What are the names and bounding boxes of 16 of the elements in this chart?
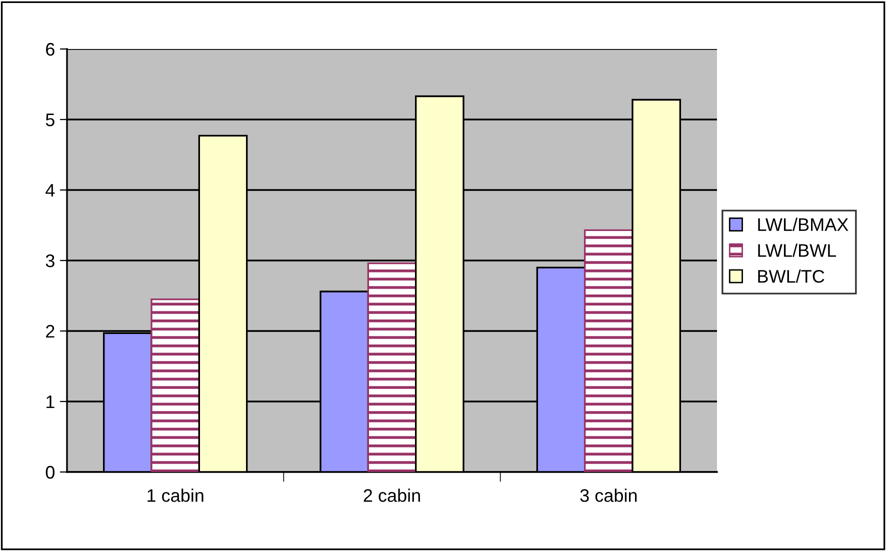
bar [367, 262, 417, 472]
bar [150, 298, 200, 472]
x-tick-label: 2 cabin [364, 488, 420, 502]
legend-label: LWL/BWL [758, 244, 836, 257]
y-tick-label: 2 [46, 324, 54, 338]
x-tick-label: 3 cabin [580, 488, 637, 502]
x-tick-label: 1 cabin [148, 488, 204, 502]
legend-label: BWL/TC [758, 269, 824, 283]
y-tick-label: 0 [46, 466, 54, 479]
y-tick-label: 3 [46, 254, 54, 268]
y-tick-label: 1 [46, 396, 54, 408]
y-tick-label: 5 [46, 114, 54, 126]
y-tick-label: 4 [46, 184, 55, 197]
bar [584, 229, 634, 472]
y-tick-label: 6 [46, 42, 54, 56]
legend-label: LWL/BMAX [758, 218, 848, 232]
